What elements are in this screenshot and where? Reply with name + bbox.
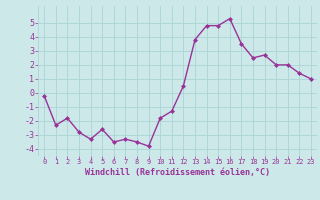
X-axis label: Windchill (Refroidissement éolien,°C): Windchill (Refroidissement éolien,°C) bbox=[85, 168, 270, 177]
